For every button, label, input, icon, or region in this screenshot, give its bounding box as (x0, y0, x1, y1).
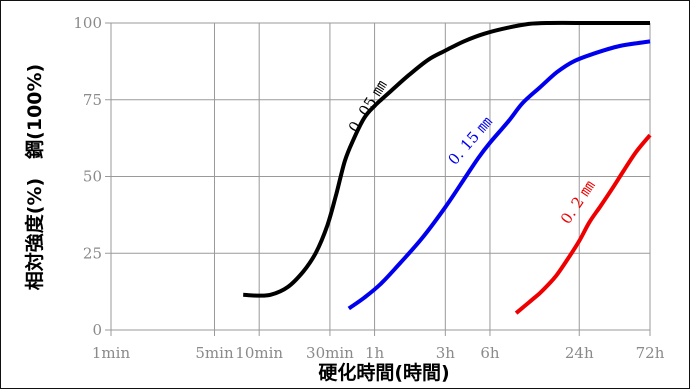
x-tick-label: 30min (306, 344, 354, 362)
y-tick-labels: 0 25 50 75 100 (73, 14, 102, 339)
y-tick-label: 100 (73, 14, 102, 32)
x-axis-title: 硬化時間(時間) (318, 361, 449, 384)
series-line-2 (347, 39, 651, 311)
series-group (243, 20, 652, 315)
x-tick-label: 1min (92, 344, 131, 362)
y-tick-label: 50 (83, 168, 102, 186)
x-tick-label: 5min (195, 344, 234, 362)
series-line-1 (243, 20, 650, 298)
x-tick-label: 24h (565, 344, 594, 362)
curve-label-1: 0. 05 ㎜ (345, 77, 391, 136)
x-tick-label: 10min (235, 344, 283, 362)
axes (105, 22, 651, 336)
x-tick-label: 3h (436, 344, 456, 362)
series-line-3 (514, 133, 652, 315)
y-tick-label: 75 (83, 91, 102, 109)
y-tick-label: 0 (92, 321, 102, 339)
x-tick-label: 72h (636, 344, 665, 362)
y-tick-label: 25 (83, 244, 102, 262)
y-axis-title: 相対強度(%) 鋼(100%) (23, 64, 46, 290)
x-tick-label: 1h (365, 344, 385, 362)
x-tick-labels: 1min 5min 10min 30min 1h 3h 6h 24h 72h (92, 344, 665, 362)
x-tick-label: 6h (480, 344, 500, 362)
curve-label-2: 0. 15 ㎜ (444, 113, 496, 169)
